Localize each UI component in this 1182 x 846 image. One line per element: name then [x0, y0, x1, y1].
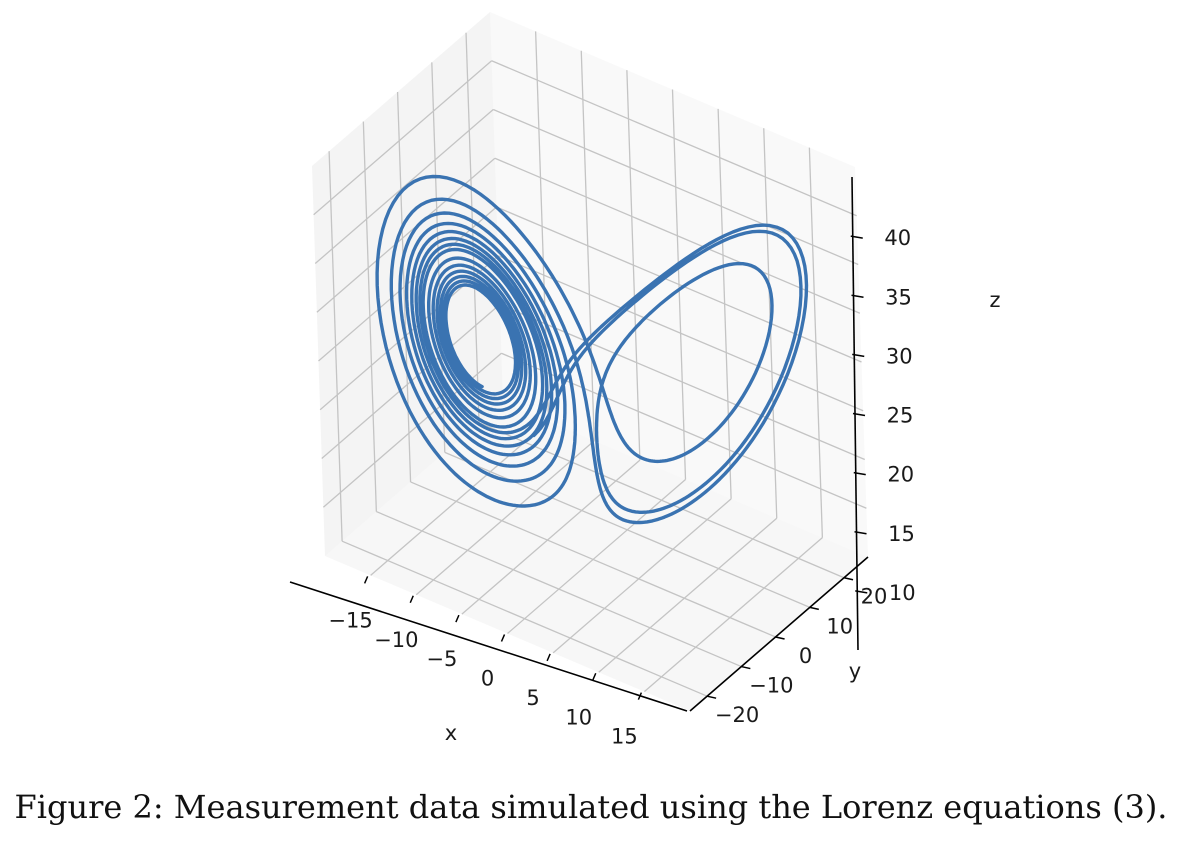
gridline-x-floor	[643, 537, 823, 693]
x-tick-mark	[592, 672, 597, 681]
y-tick-mark	[706, 695, 717, 699]
z-tick-mark	[853, 471, 866, 476]
x-tick-label: 0	[481, 667, 494, 691]
z-tick-mark	[851, 294, 864, 298]
gridline-z-side	[314, 109, 494, 264]
gridline-y-floor	[444, 451, 811, 608]
gridline-y-floor	[376, 510, 742, 668]
x-tick-label: 5	[526, 686, 539, 710]
z-tick-label: 40	[884, 226, 911, 250]
gridline-x-floor	[461, 459, 641, 615]
z-tick-label: 20	[887, 463, 914, 487]
x-tick-mark	[500, 634, 506, 642]
x-axis-line	[289, 581, 688, 712]
x-tick-label: −15	[328, 608, 372, 632]
gridlines	[313, 31, 867, 697]
gridline-y-floor	[341, 540, 708, 697]
gridline-z-back	[497, 255, 864, 412]
z-tick-mark	[850, 235, 863, 239]
x-tick-label: 10	[565, 705, 592, 729]
y-tick-mark	[843, 576, 854, 581]
gridline-y-floor	[410, 481, 776, 638]
gridline-x-floor	[370, 420, 550, 576]
gridline-z-back	[491, 60, 857, 217]
y-tick-label: 10	[826, 614, 853, 638]
z-tick-label: 15	[888, 522, 915, 546]
z-axis-label: z	[989, 288, 1000, 312]
y-axis-line	[689, 556, 869, 712]
z-tick-mark	[852, 412, 866, 417]
x-tick-mark	[409, 595, 414, 604]
trajectory-layer	[375, 174, 809, 525]
gridline-x-floor	[507, 479, 686, 634]
x-tick-label: −10	[374, 628, 418, 652]
axis-panes	[312, 12, 868, 711]
x-tick-mark	[363, 576, 369, 584]
z-tick-mark	[854, 531, 867, 535]
y-tick-mark	[809, 606, 819, 611]
gridline-z-back	[494, 157, 861, 314]
z-tick-mark	[852, 353, 865, 358]
gridline-y-floor	[478, 422, 845, 579]
z-tick-label: 30	[886, 344, 913, 368]
y-tick-label: −20	[715, 703, 759, 727]
y-tick-label: 20	[861, 585, 888, 609]
gridline-z-back	[492, 108, 859, 266]
lorenz-trajectory	[375, 174, 809, 525]
z-tick-label: 25	[887, 404, 914, 428]
gridline-x-floor	[415, 440, 595, 596]
z-tick-label: 10	[889, 581, 916, 605]
x-axis-label: x	[445, 721, 457, 745]
y-tick-mark	[775, 636, 785, 640]
y-axis-label: y	[849, 659, 861, 683]
gridline-z-back	[499, 303, 866, 461]
z-tick-label: 35	[885, 285, 912, 309]
z-tick-mark	[855, 590, 868, 594]
y-tick-label: −10	[749, 674, 793, 698]
gridline-z-side	[313, 60, 493, 216]
x-tick-mark	[546, 653, 551, 662]
y-tick-mark	[741, 665, 751, 670]
x-tick-mark	[455, 614, 460, 623]
gridline-x-floor	[598, 517, 778, 673]
gridline-x-floor	[552, 498, 732, 654]
x-tick-label: 15	[611, 725, 638, 749]
y-tick-label: 0	[799, 644, 812, 668]
x-tick-mark	[637, 692, 643, 700]
x-tick-label: −5	[426, 647, 457, 671]
figure-caption: Figure 2: Measurement data simulated usi…	[14, 788, 1168, 826]
